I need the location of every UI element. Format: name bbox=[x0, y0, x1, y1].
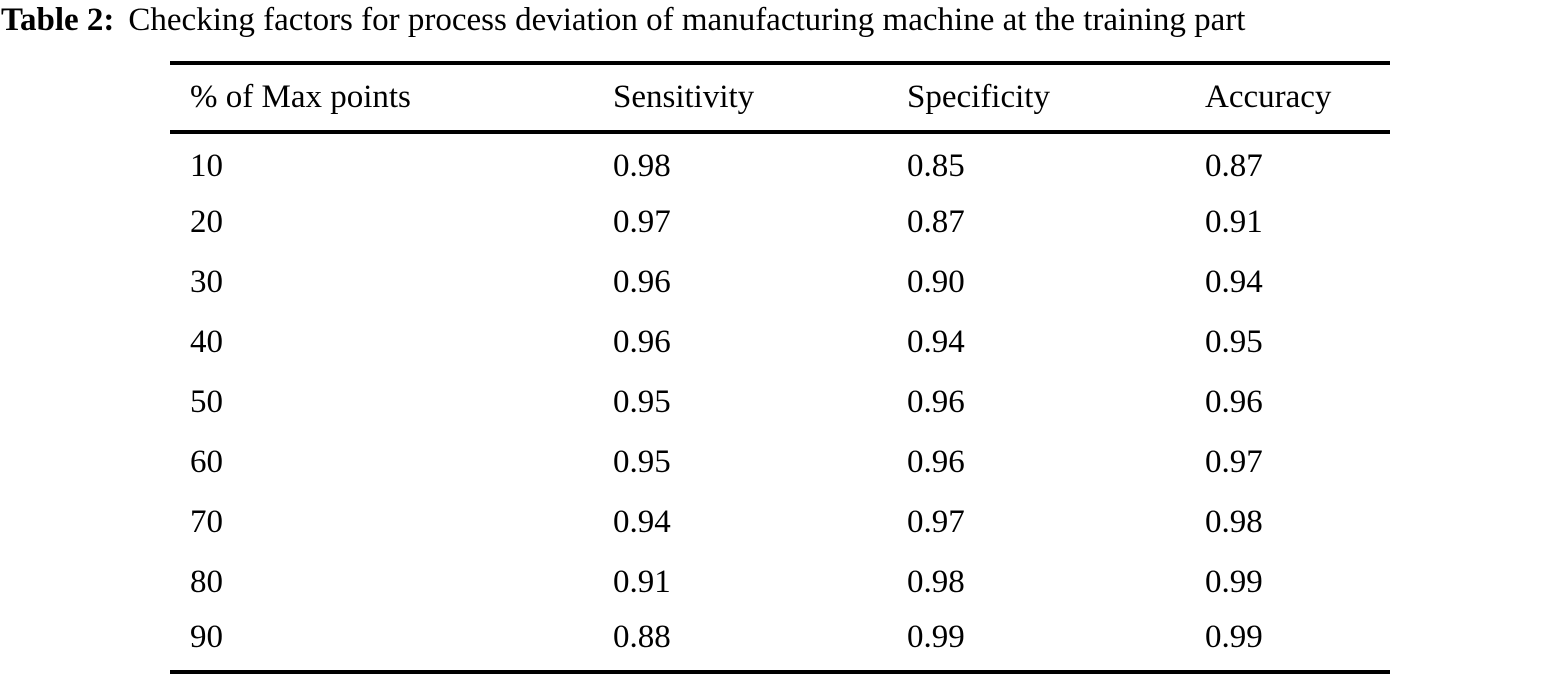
table-cell: 0.94 bbox=[1205, 263, 1263, 300]
table-cell: 0.99 bbox=[1205, 563, 1263, 600]
table-cell: 10 bbox=[190, 147, 223, 184]
table-cell: 0.97 bbox=[907, 503, 965, 540]
table-cell: 0.90 bbox=[907, 263, 965, 300]
table-caption-text: Checking factors for process deviation o… bbox=[128, 2, 1246, 38]
column-header-sensitivity: Sensitivity bbox=[593, 63, 887, 134]
table-row: 20 0.97 0.87 0.91 bbox=[170, 192, 1390, 252]
table-row: 30 0.96 0.90 0.94 bbox=[170, 252, 1390, 312]
table-row: 40 0.96 0.94 0.95 bbox=[170, 312, 1390, 372]
table-cell: 0.87 bbox=[907, 203, 965, 240]
table-cell: 0.99 bbox=[1205, 618, 1263, 655]
table-cell: 0.95 bbox=[613, 383, 671, 420]
table-row: 70 0.94 0.97 0.98 bbox=[170, 492, 1390, 552]
results-table: % of Max points Sensitivity Specificity … bbox=[170, 61, 1390, 674]
table-cell: 0.96 bbox=[907, 383, 965, 420]
table-row: 50 0.95 0.96 0.96 bbox=[170, 372, 1390, 432]
table-caption-label: Table 2: bbox=[1, 2, 115, 38]
table-cell: 0.87 bbox=[1205, 147, 1263, 184]
table-row: 60 0.95 0.96 0.97 bbox=[170, 432, 1390, 492]
table-header-row: % of Max points Sensitivity Specificity … bbox=[170, 63, 1390, 134]
table-row: 10 0.98 0.85 0.87 bbox=[170, 132, 1390, 192]
table-cell: 0.96 bbox=[613, 263, 671, 300]
table-cell: 70 bbox=[190, 503, 223, 540]
column-header-max-points: % of Max points bbox=[170, 63, 593, 134]
table-cell: 0.95 bbox=[613, 443, 671, 480]
table-cell: 0.98 bbox=[907, 563, 965, 600]
table-cell: 60 bbox=[190, 443, 223, 480]
table-cell: 0.88 bbox=[613, 618, 671, 655]
table-cell: 0.98 bbox=[1205, 503, 1263, 540]
table-cell: 0.97 bbox=[613, 203, 671, 240]
table-cell: 50 bbox=[190, 383, 223, 420]
table-cell: 0.96 bbox=[613, 323, 671, 360]
table-cell: 20 bbox=[190, 203, 223, 240]
table-body: 10 0.98 0.85 0.87 20 0.97 0.87 0.91 30 0.96 0.90 0.… bbox=[170, 132, 1390, 672]
table-cell: 0.96 bbox=[1205, 383, 1263, 420]
table-caption: Table 2: Checking factors for process dev… bbox=[1, 0, 1557, 40]
table-cell: 0.91 bbox=[613, 563, 671, 600]
table-cell: 0.94 bbox=[907, 323, 965, 360]
table-cell: 0.98 bbox=[613, 147, 671, 184]
table-cell: 0.99 bbox=[907, 618, 965, 655]
table-row: 80 0.91 0.98 0.99 bbox=[170, 552, 1390, 612]
table-cell: 30 bbox=[190, 263, 223, 300]
table-cell: 90 bbox=[190, 618, 223, 655]
table-cell: 0.94 bbox=[613, 503, 671, 540]
table-cell: 0.95 bbox=[1205, 323, 1263, 360]
table-cell: 80 bbox=[190, 563, 223, 600]
table-header: % of Max points Sensitivity Specificity … bbox=[170, 63, 1390, 134]
table-cell: 40 bbox=[190, 323, 223, 360]
table-cell: 0.91 bbox=[1205, 203, 1263, 240]
results-table-wrap: % of Max points Sensitivity Specificity … bbox=[170, 61, 1390, 674]
table-cell: 0.97 bbox=[1205, 443, 1263, 480]
column-header-accuracy: Accuracy bbox=[1185, 63, 1390, 134]
table-cell: 0.96 bbox=[907, 443, 965, 480]
column-header-specificity: Specificity bbox=[887, 63, 1185, 134]
table-cell: 0.85 bbox=[907, 147, 965, 184]
table-row: 90 0.88 0.99 0.99 bbox=[170, 612, 1390, 672]
